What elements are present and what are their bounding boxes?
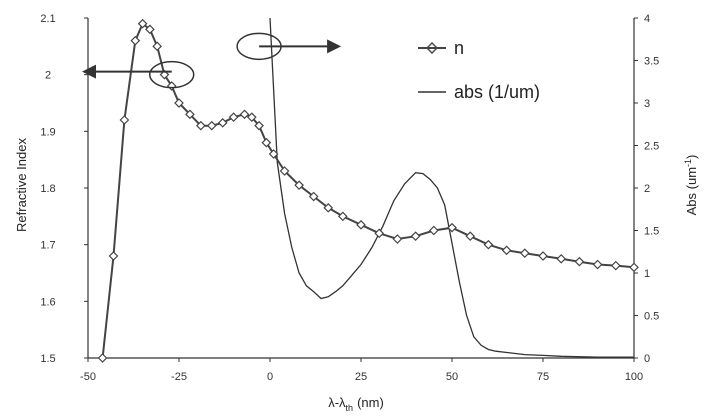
right-y-tick-label: 4 [644,13,650,25]
n-series-point [356,219,366,230]
n-series-point [447,222,457,233]
n-series-point [119,115,130,125]
n-series-point [206,120,217,131]
n-series-point [268,149,279,159]
x-axis-title-subscript: th [346,403,354,413]
n-series-point [217,117,228,128]
x-tick-label: -50 [80,371,96,383]
axis-indicator-annotations [82,32,342,89]
axes-frame [87,18,635,359]
left-y-tick-label: 1.5 [40,353,55,365]
n-series-point [538,251,548,261]
right-y-tick-label: 3 [644,98,650,110]
n-series-point [574,256,585,267]
n-series-line [101,22,635,359]
n-series-point [97,353,108,363]
left-y-tick-label: 1.8 [40,183,55,195]
right-y-axis-title-sup: -1 [683,159,693,167]
n-series-point [610,260,621,271]
n-series-point [556,253,567,264]
n-series-point [519,248,530,259]
n-series-point [279,166,290,176]
left-y-axis-ticks: 1.5 1.6 1.7 1.8 1.9 2 2.1 [40,13,88,365]
right-y-tick-label: 2.5 [644,141,659,153]
right-y-tick-label: 3.5 [644,56,659,68]
left-y-tick-label: 1.9 [40,126,55,138]
annotation-arrow-head [327,39,342,54]
n-series-point [410,231,421,242]
legend: n abs (1/um) [418,38,540,102]
x-tick-label: 100 [625,371,643,383]
right-y-axis-ticks: 0 0.5 1 1.5 2 2.5 3 3.5 4 [634,13,659,365]
right-y-tick-label: 0.5 [644,311,659,323]
n-series-point [428,225,439,236]
x-axis-title: λ-λth (nm) [328,395,384,413]
right-y-axis-title: Abs (um-1) [683,155,699,216]
right-y-axis-title-main: Abs (um [684,167,699,215]
right-y-tick-label: 1 [644,268,650,280]
n-series-point [246,112,257,123]
left-y-tick-label: 2.1 [40,13,55,25]
n-series-point [152,41,163,52]
n-series-point [308,191,319,202]
n-series-point [261,137,272,148]
n-series-point [239,109,250,120]
n-series-point [337,211,348,222]
n-series-point [323,202,334,213]
n-series-point [294,180,304,191]
left-y-tick-label: 2 [45,70,51,82]
n-series-point [392,234,403,244]
n-series-point [185,109,195,120]
x-tick-label: 50 [446,371,458,383]
x-tick-label: -25 [171,371,187,383]
n-series-point [108,251,119,261]
n-series-point [228,112,239,123]
n-series [97,18,639,363]
n-series-point [592,259,603,270]
n-series-point [195,120,206,131]
n-series-point [465,231,476,242]
x-tick-label: 25 [355,371,367,383]
n-series-point [374,228,385,239]
left-y-tick-label: 1.7 [40,240,55,252]
annotation-ellipse [148,60,195,89]
n-series-point [629,262,639,273]
n-series-point [137,18,148,29]
left-y-tick-label: 1.6 [40,296,55,308]
x-tick-label: 0 [267,371,273,383]
x-axis-title-unit: (nm) [357,395,384,410]
x-tick-label: 75 [537,371,549,383]
n-series-point [174,98,184,108]
abs-series [269,17,634,358]
right-y-tick-label: 0 [644,353,650,365]
right-y-axis-title-close: ) [684,155,699,159]
legend-abs-label: abs (1/um) [454,82,540,102]
legend-n-marker [426,42,438,54]
x-axis-ticks: -50 -25 0 25 50 75 100 [80,358,643,383]
right-y-tick-label: 2 [644,183,650,195]
n-series-point [483,239,494,250]
n-series-point [159,69,170,80]
legend-n-label: n [454,38,464,58]
n-series-point [145,24,155,35]
abs-series-line [269,17,634,358]
n-series-point [254,120,264,131]
x-axis-title-main: λ-λ [328,395,346,410]
annotation-arrow-head [82,64,96,79]
n-series-point [501,245,512,256]
n-series-point [130,35,141,46]
right-y-tick-label: 1.5 [644,226,659,238]
left-y-axis-title: Refractive Index [14,138,29,232]
